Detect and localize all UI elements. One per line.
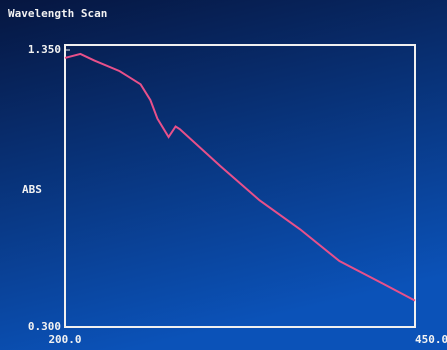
screen: Wavelength Scan ABS 0.300 1.350 200.0 450.0… <box>0 0 447 350</box>
y-tick-label: 1.350 <box>28 43 61 56</box>
x-tick-label: 200.0 <box>48 333 81 346</box>
y-axis-label: ABS <box>22 183 42 196</box>
chart-title: Wavelength Scan <box>8 7 107 20</box>
screen-background <box>0 0 447 350</box>
x-tick-label: 450.0 nm <box>415 333 447 346</box>
page: Wavelength Scan ABS 0.300 1.350 200.0 450.0… <box>0 0 447 350</box>
y-tick-label: 0.300 <box>28 320 61 333</box>
